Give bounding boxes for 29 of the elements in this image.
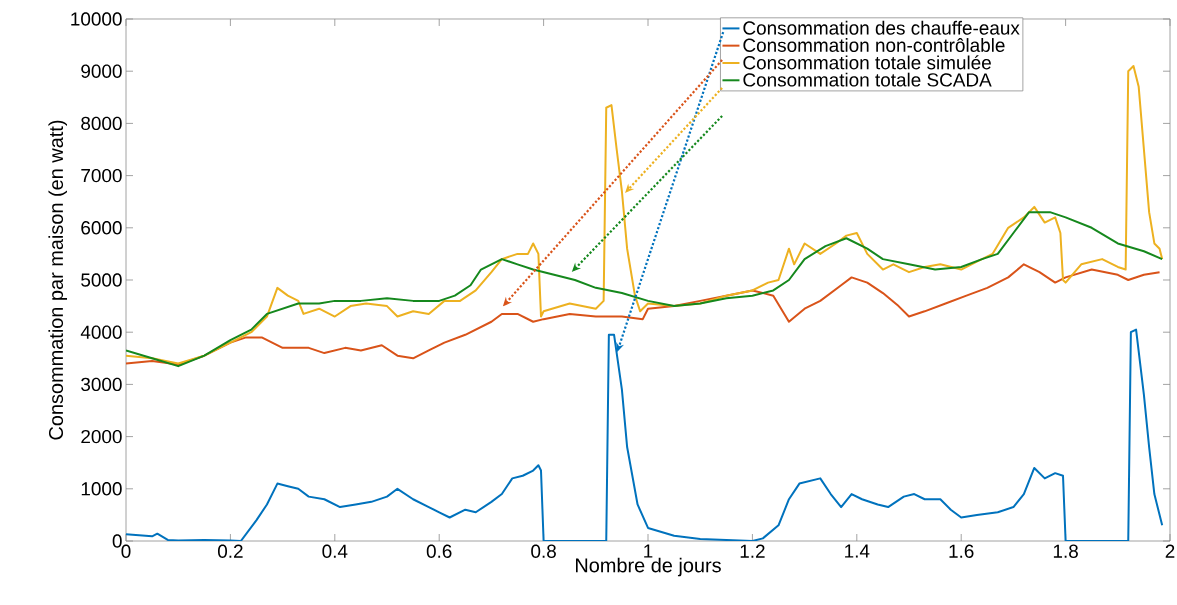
y-tick-label: 8000 [81, 116, 122, 131]
line-series [126, 263, 1161, 366]
y-tick-label: 7000 [81, 168, 122, 183]
x-tick-label: 0 [121, 544, 131, 558]
y-tick-label: 3000 [81, 377, 122, 392]
legend-label: Consommation totale simulée [743, 55, 991, 70]
y-axis-title: Consommation par maison (en watt) [48, 120, 68, 440]
y-tick-label: 10000 [71, 12, 122, 26]
x-tick-label: 1.6 [949, 544, 974, 558]
x-axis-title: Nombre de jours [576, 557, 721, 577]
legend-label: Consommation totale SCADA [743, 72, 992, 87]
x-tick-label: 0.2 [217, 544, 243, 558]
y-tick-label: 0 [112, 534, 122, 548]
x-tick-label: 1.4 [845, 544, 870, 558]
legend-label: Consommation non-contrôlable [743, 38, 1005, 52]
y-tick-label: 5000 [81, 273, 122, 287]
x-tick-label: 0.8 [531, 544, 556, 558]
y-tick-label: 2000 [81, 429, 122, 444]
y-tick-label: 4000 [80, 325, 122, 339]
y-tick-label: 6000 [81, 221, 122, 235]
x-tick-label: 0.4 [322, 544, 348, 558]
y-tick-label: 9000 [81, 64, 122, 78]
legend-label: Consommation des chauffe-eaux [743, 20, 1020, 35]
x-tick-label: 0.6 [426, 544, 452, 558]
x-tick-label: 2 [1165, 544, 1175, 558]
x-tick-label: 1.8 [1053, 544, 1078, 558]
x-tick-label: 1 [644, 544, 653, 558]
y-tick-label: 1000 [81, 482, 122, 496]
x-tick-label: 1.2 [740, 544, 765, 558]
